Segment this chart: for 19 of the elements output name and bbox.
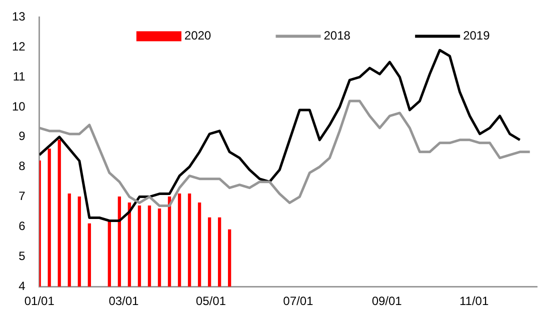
legend-label: 2020: [184, 28, 212, 43]
x-tick-label: 07/01: [283, 294, 314, 308]
y-tick-label: 7: [18, 189, 26, 204]
x-tick-label: 05/01: [196, 294, 226, 308]
y-tick-label: 5: [18, 248, 26, 263]
x-tick-label: 03/01: [108, 294, 140, 308]
legend-label: 2019: [463, 28, 490, 43]
y-tick-label: 11: [12, 69, 26, 84]
x-tick-label: 09/01: [372, 294, 402, 308]
y-tick-label: 8: [18, 159, 26, 174]
y-tick-label: 12: [12, 39, 26, 54]
y-tick-label: 10: [12, 99, 26, 114]
y-tick-label: 6: [18, 219, 26, 234]
y-tick-label: 13: [12, 10, 26, 24]
x-tick-label: 01/01: [24, 294, 55, 308]
y-tick-label: 9: [18, 129, 26, 144]
x-tick-label: 11/01: [460, 294, 489, 308]
legend-label: 2018: [324, 28, 351, 43]
y-tick-label: 4: [18, 278, 26, 293]
